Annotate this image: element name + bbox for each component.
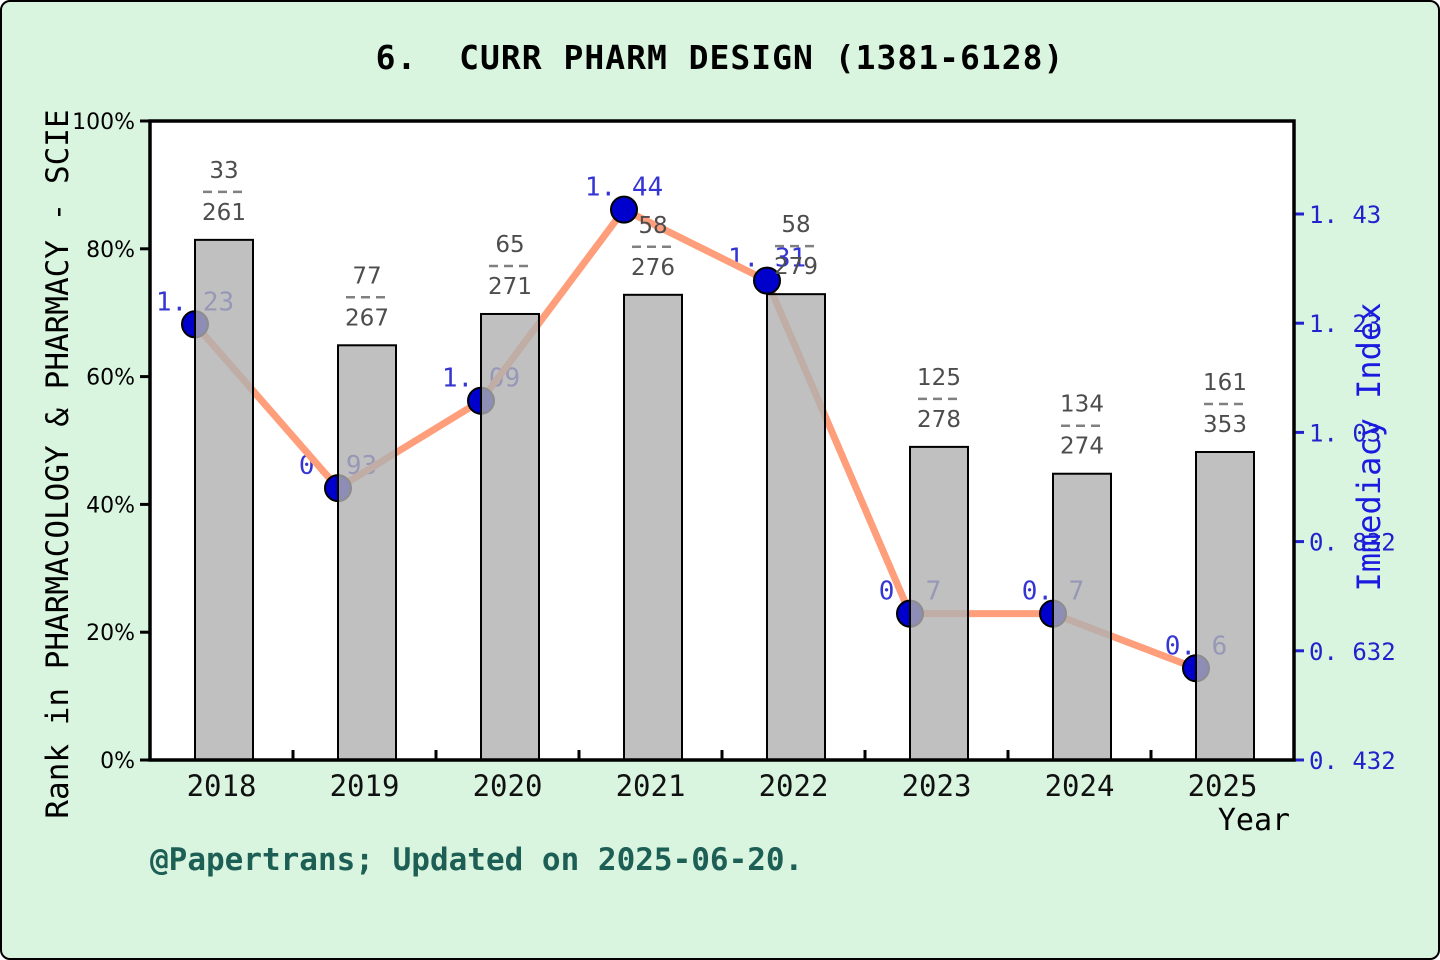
x-tick-label-2018: 2018 [187,769,257,803]
left-tick-label-0%: 0% [100,749,135,774]
right-axis-title: Immediacy Index [1350,303,1388,592]
x-tick-label-2024: 2024 [1045,769,1115,803]
x-axis-title: Year [1218,803,1290,838]
fraction-numerator-2018: 33 [209,158,238,184]
rank-bar-2025 [1195,451,1255,761]
rank-bar-2018 [194,238,254,761]
fraction-denominator-2021: 276 [631,255,675,281]
rank-bar-2022 [766,293,826,761]
footer-credit: @Papertrans; Updated on 2025-06-20. [150,842,804,878]
fraction-denominator-2024: 274 [1060,434,1104,460]
immediacy-point-2021 [610,195,638,224]
x-tick-label-2025: 2025 [1188,769,1258,803]
fraction-denominator-2023: 278 [917,407,961,433]
fraction-numerator-2023: 125 [917,365,961,391]
left-tick-label-40%: 40% [86,493,135,518]
x-tick-label-2019: 2019 [330,769,400,803]
left-tick-label-60%: 60% [86,366,135,391]
x-tick-label-2023: 2023 [902,769,972,803]
fraction-denominator-2018: 261 [202,200,246,226]
x-tick-label-2020: 2020 [473,769,543,803]
rank-bar-series [194,238,1255,761]
rank-bar-2019 [337,344,397,761]
x-tick-label-2022: 2022 [759,769,829,803]
plot-area [150,121,1294,760]
fraction-numerator-2021: 58 [638,213,667,239]
fraction-numerator-2025: 161 [1203,370,1247,396]
fraction-denominator-2025: 353 [1203,412,1247,438]
left-tick-label-100%: 100% [72,110,135,135]
right-tick-label-0.632: 0. 632 [1309,638,1396,666]
rank-bar-2024 [1052,472,1112,761]
x-tick-label-2021: 2021 [616,769,686,803]
fraction-numerator-2019: 77 [352,263,381,289]
right-tick-label-0.432: 0. 432 [1309,747,1396,775]
fraction-numerator-2020: 65 [495,232,524,258]
axes-ticks: 0% 20% 40% 60% 80% 100% 0. 432 0. 632 0. 832 1. 0… [72,110,1396,803]
fraction-denominator-2020: 271 [488,274,532,300]
plot-frame [148,119,1296,762]
fraction-denominator-2022: 279 [774,254,818,280]
rank-bar-2023 [909,445,969,761]
fraction-numerator-2022: 58 [781,212,810,238]
rank-bar-2021 [623,293,683,761]
right-tick-label-1.032: 1. 03 [1309,419,1381,447]
left-axis-title: Rank in PHARMACOLOGY & PHARMACY - SCIE [40,109,76,818]
right-tick-label-0.832: 0. 832 [1309,529,1396,557]
chart-title: 6. CURR PHARM DESIGN (1381-6128) [375,38,1065,77]
right-tick-label-1.232: 1. 23 [1309,310,1381,338]
left-tick-label-80%: 80% [86,238,135,263]
rank-fraction-labels: 33 261 77 267 65 271 58 276 58 279 125 278 134 274 161… [202,158,1247,460]
right-tick-label-1.432: 1. 43 [1309,201,1381,229]
rank-bar-2020 [480,312,540,761]
left-tick-label-20%: 20% [86,621,135,646]
fraction-denominator-2019: 267 [345,305,389,331]
fraction-numerator-2024: 134 [1060,392,1104,418]
